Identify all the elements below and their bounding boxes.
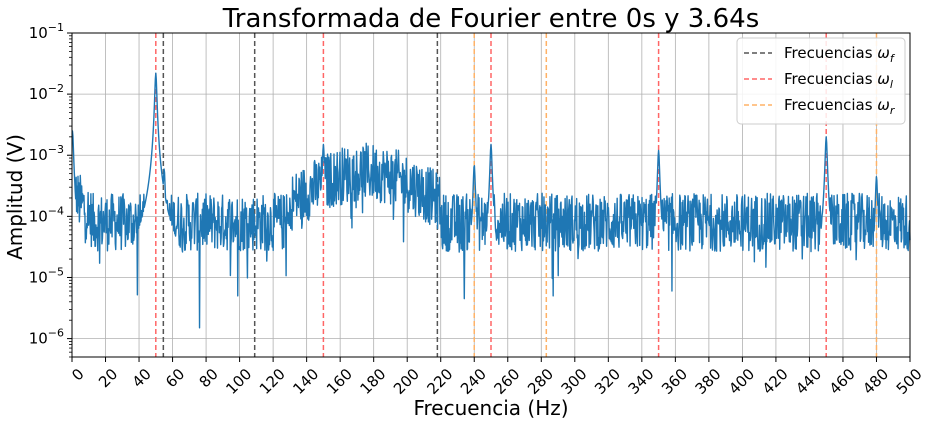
- x-tick-label: 80: [196, 365, 222, 391]
- y-tick-label: 10−4: [29, 204, 64, 225]
- x-tick-label: 20: [95, 365, 121, 391]
- x-tick-label: 180: [356, 365, 389, 398]
- x-tick-label: 500: [893, 365, 926, 398]
- x-tick-label: 140: [289, 365, 322, 398]
- x-tick-label: 240: [457, 365, 490, 398]
- y-axis-ticks: 10−6 10−5 10−4 10−3 10−2 10−1: [29, 21, 72, 358]
- y-axis-title: Amplitud (V): [3, 134, 27, 260]
- x-tick-label: 340: [625, 365, 658, 398]
- x-tick-label: 480: [859, 365, 892, 398]
- spectrum-series: [71, 72, 911, 329]
- x-tick-label: 120: [256, 365, 289, 398]
- x-tick-label: 160: [323, 365, 356, 398]
- x-tick-label: 260: [491, 365, 524, 398]
- plot-frame: [71, 32, 911, 358]
- x-tick-label: 0: [68, 365, 87, 384]
- x-tick-label: 220: [423, 365, 456, 398]
- spectrum-line: [71, 72, 911, 329]
- y-tick-label: 10−2: [29, 82, 64, 103]
- y-tick-label: 10−5: [29, 265, 64, 286]
- legend-box: [736, 37, 906, 125]
- x-tick-label: 400: [725, 365, 758, 398]
- legend-label: Frecuencias ωl: [784, 70, 893, 91]
- y-tick-label: 10−6: [29, 327, 64, 348]
- x-axis-title: Frecuencia (Hz): [413, 396, 568, 420]
- x-tick-label: 60: [162, 365, 188, 391]
- legend: Frecuencias ωf Frecuencias ωl Frecuencias …: [736, 37, 906, 125]
- x-tick-label: 100: [222, 365, 255, 398]
- x-tick-label: 380: [692, 365, 725, 398]
- legend-label: Frecuencias ωr: [784, 96, 896, 117]
- x-tick-label: 300: [558, 365, 591, 398]
- y-tick-label: 10−1: [29, 21, 64, 42]
- x-tick-label: 460: [826, 365, 859, 398]
- chart-title: Transformada de Fourier entre 0s y 3.64s: [222, 4, 760, 34]
- x-tick-label: 320: [591, 365, 624, 398]
- y-tick-label: 10−3: [29, 143, 64, 164]
- x-tick-label: 420: [759, 365, 792, 398]
- x-tick-label: 360: [658, 365, 691, 398]
- x-tick-label: 200: [390, 365, 423, 398]
- x-tick-label: 280: [524, 365, 557, 398]
- x-tick-label: 440: [792, 365, 825, 398]
- x-tick-label: 40: [129, 365, 155, 391]
- legend-label: Frecuencias ωf: [784, 44, 896, 65]
- x-axis-ticks: 0 20 40 60 80 100 120 140 160 180 200 220 240 260 280 3…: [68, 357, 926, 398]
